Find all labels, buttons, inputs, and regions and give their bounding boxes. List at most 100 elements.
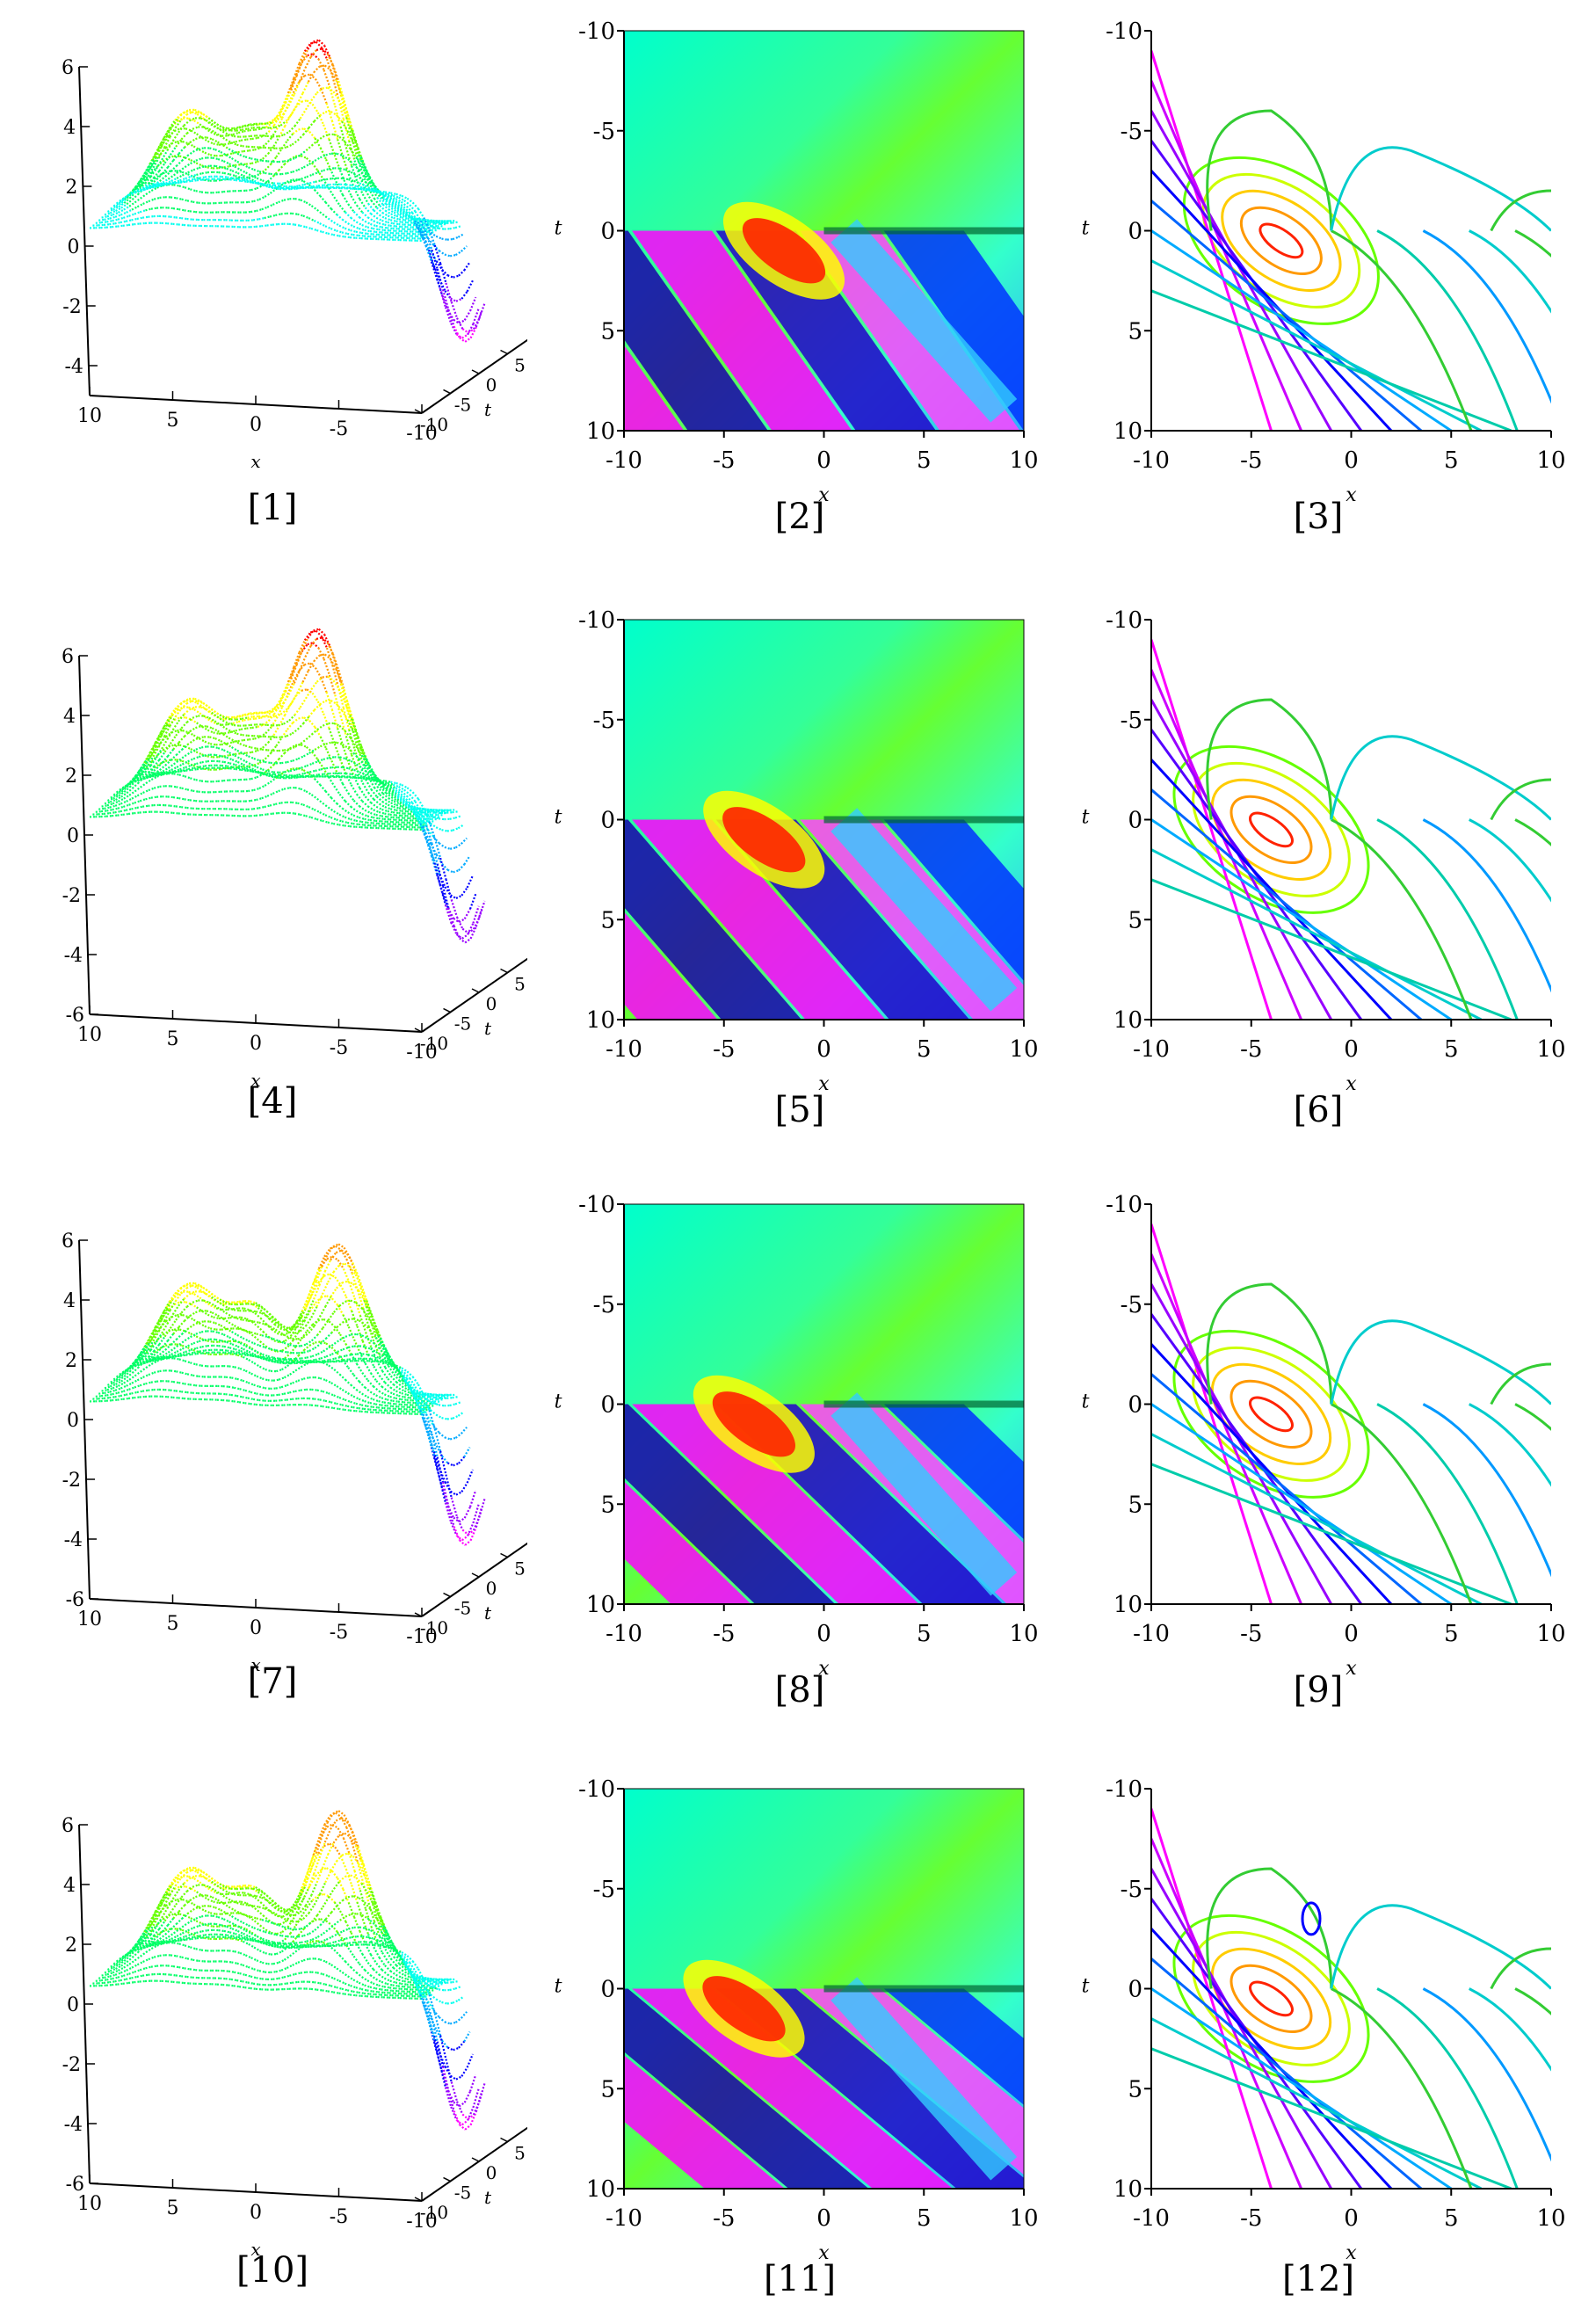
surface-segment [221,166,228,170]
surface-segment [478,302,486,320]
surface-segment [345,117,353,140]
surface-segment [373,1342,381,1357]
surface-segment [167,1347,175,1354]
surface-segment [264,215,271,220]
surface-segment [237,766,244,771]
surface-segment [193,766,200,769]
surface-segment [444,904,453,923]
surface-segment [273,701,281,709]
surface-segment [173,773,179,776]
surface-segment [244,723,251,727]
surface-segment [242,1396,249,1399]
surface-segment [185,700,192,705]
surface-segment [221,1304,229,1310]
surface-segment [173,759,180,766]
surface-segment [334,105,342,127]
surface-segment [109,222,115,226]
y-tick-label: 5 [600,907,615,933]
surface-segment [278,749,285,752]
surface-segment [117,1966,125,1972]
surface-segment [184,812,190,816]
surface-segment [253,1968,260,1972]
surface-segment [248,166,255,171]
surface-segment [339,167,346,171]
surface-segment [392,787,399,793]
surface-segment [324,790,332,799]
surface-segment [250,157,257,161]
surface-segment [336,1282,343,1289]
surface-segment [109,1396,115,1399]
surface-segment [324,814,331,819]
surface-segment [355,763,363,769]
surface-segment [339,1335,346,1341]
surface-segment [345,183,352,197]
surface-segment [349,825,356,828]
surface-segment [248,1916,256,1922]
surface-segment [134,1980,140,1984]
surface-segment [339,1855,347,1870]
surface-segment [235,767,242,771]
surface-segment [278,134,284,138]
surface-segment [365,1305,374,1325]
surface-segment [359,805,366,811]
surface-segment [165,179,172,185]
surface-segment [322,722,330,727]
surface-segment [461,245,468,252]
surface-segment [402,805,408,809]
surface-segment [410,1391,418,1405]
surface-segment [250,776,257,781]
surface-segment [134,811,140,815]
surface-segment [413,809,421,816]
surface-segment [233,715,240,719]
surface-segment [338,204,346,214]
surface-segment [261,134,267,137]
surface-segment [156,795,163,798]
surface-segment [300,1343,307,1347]
surface-segment [398,218,405,222]
surface-segment [351,184,358,188]
surface-segment [201,1290,209,1296]
surface-segment [125,1366,132,1372]
surface-segment [315,768,322,772]
surface-segment [273,1340,280,1344]
surface-segment [153,785,160,789]
surface-segment [195,779,202,782]
surface-segment [330,759,338,773]
surface-segment [303,182,310,186]
surface-segment [173,1343,180,1350]
surface-segment [345,1296,353,1311]
surface-segment [361,767,368,773]
surface-segment [233,1300,239,1304]
surface-segment [323,1892,330,1898]
surface-segment [210,1304,217,1310]
surface-segment [248,177,255,182]
surface-segment [135,767,143,777]
panel-caption: [4] [247,1081,298,1122]
surface-segment [295,1357,301,1361]
surface-segment [347,821,353,825]
surface-segment [466,1469,474,1484]
surface-segment [219,714,226,719]
panel-caption: [2] [774,497,825,537]
surface-segment [279,691,287,705]
surface-segment [239,1327,246,1332]
surface-segment [212,156,219,161]
surface-segment [426,1398,434,1405]
surface-segment [98,1391,105,1395]
surface-segment [236,171,244,177]
surface-segment [270,172,277,176]
surface-segment [196,1346,202,1349]
surface-segment [185,1284,192,1289]
surface-segment [104,217,111,221]
surface-segment [294,154,301,159]
surface-segment [411,1376,419,1385]
surface-segment [199,117,207,121]
surface-segment [361,800,369,808]
surface-segment [323,757,330,761]
surface-segment [395,1373,403,1382]
surface-segment [192,1903,200,1909]
surface-segment [112,1964,120,1969]
surface-segment [367,1325,375,1343]
surface-segment [201,1894,208,1900]
surface-segment [283,1974,290,1979]
